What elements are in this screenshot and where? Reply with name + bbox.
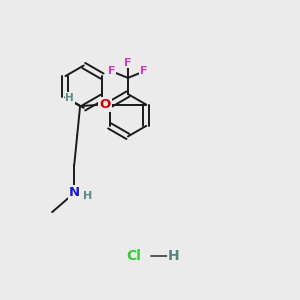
Text: N: N xyxy=(69,187,80,200)
Text: H: H xyxy=(83,191,92,201)
Text: H: H xyxy=(65,93,74,103)
Text: O: O xyxy=(100,98,111,111)
Text: F: F xyxy=(140,66,148,76)
Text: F: F xyxy=(124,58,132,68)
Text: F: F xyxy=(108,66,116,76)
Text: H: H xyxy=(168,249,179,263)
Text: Cl: Cl xyxy=(126,249,141,263)
